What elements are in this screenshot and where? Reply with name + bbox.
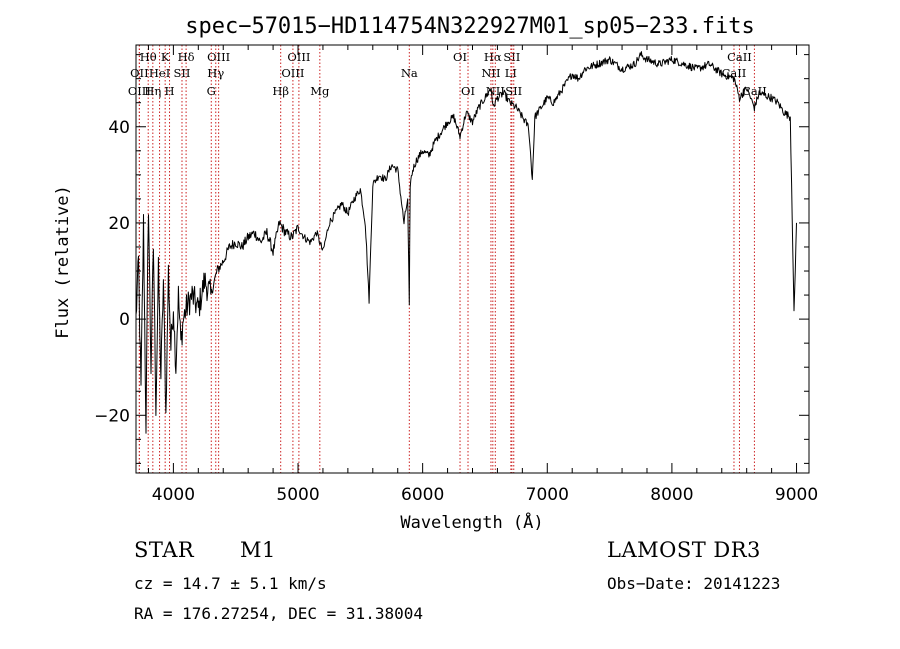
survey-name: LAMOST DR3 <box>607 538 761 562</box>
line-label-10: Hγ <box>207 66 224 80</box>
series-line-0 <box>135 51 797 434</box>
line-label-0: Hθ <box>140 50 157 64</box>
y-tick-label-2: 20 <box>108 214 130 234</box>
line-label-17: OI <box>453 50 467 64</box>
x-tick-label-0: 4000 <box>152 485 195 505</box>
x-tick-label-1: 5000 <box>276 485 319 505</box>
spectrum-series <box>135 51 797 434</box>
line-label-13: OIII <box>287 50 310 64</box>
object-class: STAR <box>134 538 195 562</box>
line-label-27: CaII <box>742 84 767 98</box>
x-tick-label-4: 8000 <box>650 485 693 505</box>
line-label-6: H <box>165 84 175 98</box>
x-axis-label: Wavelength (Å) <box>400 511 543 533</box>
line-label-12: Hβ <box>272 84 289 98</box>
line-label-20: SII <box>503 50 520 64</box>
x-tick-label-2: 6000 <box>401 485 444 505</box>
line-label-8: Hδ <box>178 50 195 64</box>
line-label-22: LI <box>505 66 517 80</box>
line-label-14: OIII <box>281 66 304 80</box>
line-label-24: SII <box>505 84 522 98</box>
line-label-2: OIII <box>128 84 151 98</box>
redshift-readout: cz = 14.7 ± 5.1 km/s <box>134 574 327 593</box>
y-tick-label-3: 40 <box>108 118 130 138</box>
line-label-18: OI <box>461 84 475 98</box>
line-label-9: OIII <box>207 50 230 64</box>
axis-ticks: 4000 5000 6000 7000 8000 9000 −20 0 20 40 <box>94 45 818 505</box>
line-label-19: Hα <box>484 50 502 64</box>
y-tick-label-1: 0 <box>119 310 130 330</box>
line-label-7: SII <box>174 66 191 80</box>
x-tick-label-3: 7000 <box>526 485 569 505</box>
y-tick-label-0: −20 <box>94 406 130 426</box>
line-label-3: K <box>161 50 170 64</box>
line-label-25: CaII <box>727 50 752 64</box>
line-label-21: NII <box>481 66 500 80</box>
observation-date: Obs−Date: 20141223 <box>607 574 781 593</box>
y-axis-label: Flux (relative) <box>53 185 73 339</box>
line-label-4: HeI <box>149 66 170 80</box>
x-tick-label-5: 9000 <box>775 485 818 505</box>
line-label-15: Mg <box>310 84 330 98</box>
line-label-16: Na <box>401 66 418 80</box>
chart-title: spec−57015−HD114754N322927M01_sp05−233.f… <box>185 14 755 39</box>
object-subclass: M1 <box>240 538 276 562</box>
line-label-23: NII <box>486 84 505 98</box>
coordinates-readout: RA = 176.27254, DEC = 31.38004 <box>134 604 423 623</box>
line-label-5: Hη <box>144 84 161 98</box>
plot-frame <box>135 44 810 474</box>
line-label-11: G <box>207 84 216 98</box>
